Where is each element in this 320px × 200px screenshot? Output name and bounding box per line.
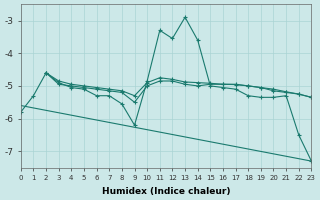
X-axis label: Humidex (Indice chaleur): Humidex (Indice chaleur) — [102, 187, 230, 196]
